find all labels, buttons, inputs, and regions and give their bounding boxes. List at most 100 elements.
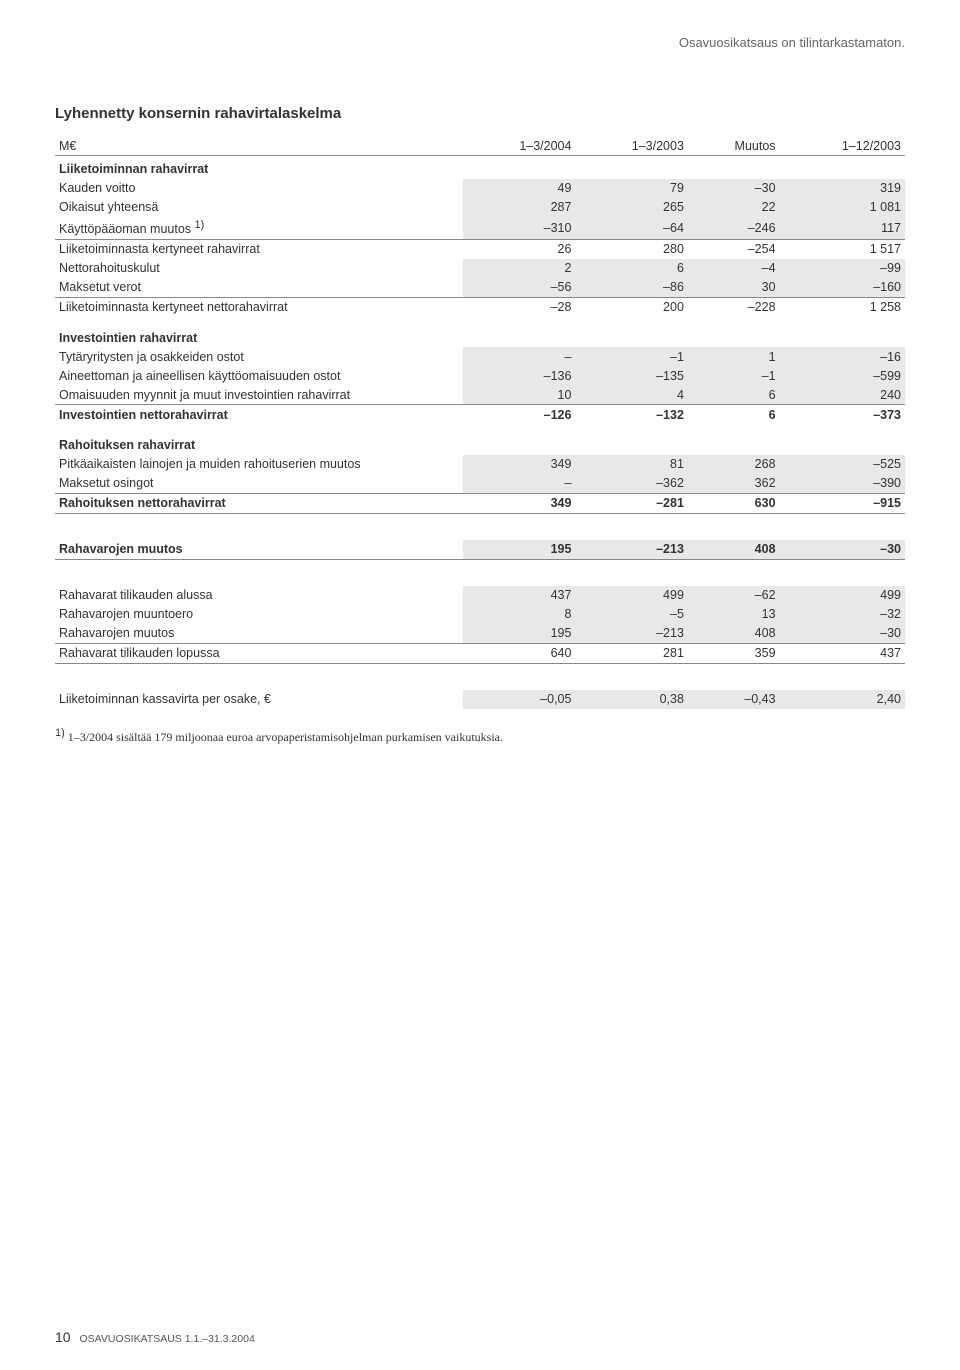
- page-title: Lyhennetty konsernin rahavirtalaskelma: [55, 105, 905, 122]
- spacer-row: [55, 559, 905, 586]
- table-row: Nettorahoituskulut26–4–99: [55, 259, 905, 278]
- table-row: Rahoituksen nettorahavirrat349–281630–91…: [55, 493, 905, 513]
- row-value: 117: [780, 217, 905, 240]
- row-label: Nettorahoituskulut: [55, 259, 463, 278]
- row-label: Investointien nettorahavirrat: [55, 405, 463, 425]
- row-label: Rahavarojen muutos: [55, 540, 463, 560]
- spacer-row: [55, 513, 905, 540]
- row-value: –390: [780, 474, 905, 494]
- section-label-row: Liiketoiminnan rahavirrat: [55, 156, 905, 179]
- row-value: 362: [688, 474, 780, 494]
- row-value: –86: [575, 278, 687, 298]
- row-value: –246: [688, 217, 780, 240]
- row-label: Käyttöpääoman muutos 1): [55, 217, 463, 240]
- row-value: –62: [688, 586, 780, 605]
- col-change: Muutos: [688, 136, 780, 156]
- footer: 10 OSAVUOSIKATSAUS 1.1.–31.3.2004: [55, 1329, 255, 1345]
- row-value: –228: [688, 297, 780, 317]
- table-row: Pitkäaikaisten lainojen ja muiden rahoit…: [55, 455, 905, 474]
- section-label: Rahoituksen rahavirrat: [55, 424, 905, 455]
- row-value: 265: [575, 198, 687, 217]
- row-value: –362: [575, 474, 687, 494]
- row-value: –373: [780, 405, 905, 425]
- row-label: Kauden voitto: [55, 179, 463, 198]
- row-value: 1 258: [780, 297, 905, 317]
- row-label: Tytäryritysten ja osakkeiden ostot: [55, 347, 463, 366]
- row-value: 240: [780, 385, 905, 405]
- table-row: Kauden voitto4979–30319: [55, 179, 905, 198]
- row-value: 268: [688, 455, 780, 474]
- row-value: –4: [688, 259, 780, 278]
- row-value: –213: [575, 540, 687, 560]
- spacer-cell: [55, 663, 905, 690]
- row-label: Liiketoiminnasta kertyneet nettorahavirr…: [55, 297, 463, 317]
- table-row: Rahavarat tilikauden alussa437499–62499: [55, 586, 905, 605]
- row-value: 280: [575, 239, 687, 259]
- table-row: Omaisuuden myynnit ja muut investointien…: [55, 385, 905, 405]
- row-value: –0,05: [463, 690, 575, 709]
- row-value: –915: [780, 493, 905, 513]
- table-row: Käyttöpääoman muutos 1)–310–64–246117: [55, 217, 905, 240]
- footer-text: OSAVUOSIKATSAUS 1.1.–31.3.2004: [80, 1333, 255, 1345]
- col-period-2: 1–3/2003: [575, 136, 687, 156]
- row-value: 359: [688, 643, 780, 663]
- row-value: –99: [780, 259, 905, 278]
- table-row: Liiketoiminnasta kertyneet rahavirrat262…: [55, 239, 905, 259]
- row-value: 6: [688, 385, 780, 405]
- section-label: Investointien rahavirrat: [55, 317, 905, 348]
- row-value: 349: [463, 493, 575, 513]
- row-label: Rahavarat tilikauden lopussa: [55, 643, 463, 663]
- row-value: –64: [575, 217, 687, 240]
- row-value: 319: [780, 179, 905, 198]
- table-row: Liiketoiminnan kassavirta per osake, €–0…: [55, 690, 905, 709]
- row-label: Omaisuuden myynnit ja muut investointien…: [55, 385, 463, 405]
- section-label-row: Investointien rahavirrat: [55, 317, 905, 348]
- row-value: –281: [575, 493, 687, 513]
- row-value: –1: [688, 366, 780, 385]
- table-row: Oikaisut yhteensä287265221 081: [55, 198, 905, 217]
- row-value: –132: [575, 405, 687, 425]
- row-value: 1 517: [780, 239, 905, 259]
- row-value: –28: [463, 297, 575, 317]
- row-label: Rahavarat tilikauden alussa: [55, 586, 463, 605]
- row-value: –32: [780, 605, 905, 624]
- row-label: Liiketoiminnan kassavirta per osake, €: [55, 690, 463, 709]
- spacer-cell: [55, 513, 905, 540]
- row-value: 287: [463, 198, 575, 217]
- row-value: –213: [575, 624, 687, 644]
- spacer-row: [55, 663, 905, 690]
- row-value: 6: [575, 259, 687, 278]
- row-value: 30: [688, 278, 780, 298]
- table-header-row: M€ 1–3/2004 1–3/2003 Muutos 1–12/2003: [55, 136, 905, 156]
- row-value: 195: [463, 540, 575, 560]
- row-value: 79: [575, 179, 687, 198]
- table-row: Maksetut verot–56–8630–160: [55, 278, 905, 298]
- row-value: 437: [463, 586, 575, 605]
- section-label-row: Rahoituksen rahavirrat: [55, 424, 905, 455]
- section-label: Liiketoiminnan rahavirrat: [55, 156, 905, 179]
- row-value: 81: [575, 455, 687, 474]
- row-value: 8: [463, 605, 575, 624]
- row-value: –525: [780, 455, 905, 474]
- table-row: Rahavarojen muutos195–213408–30: [55, 540, 905, 560]
- table-row: Maksetut osingot––362362–390: [55, 474, 905, 494]
- row-label: Maksetut verot: [55, 278, 463, 298]
- footnote-sup: 1): [55, 727, 65, 739]
- row-value: –1: [575, 347, 687, 366]
- row-value: –310: [463, 217, 575, 240]
- row-value: 4: [575, 385, 687, 405]
- row-label: Pitkäaikaisten lainojen ja muiden rahoit…: [55, 455, 463, 474]
- row-value: 630: [688, 493, 780, 513]
- row-value: –30: [688, 179, 780, 198]
- row-label: Aineettoman ja aineellisen käyttöomaisuu…: [55, 366, 463, 385]
- row-value: 22: [688, 198, 780, 217]
- footnote-text: 1–3/2004 sisältää 179 miljoonaa euroa ar…: [68, 730, 503, 744]
- row-value: 281: [575, 643, 687, 663]
- row-value: 640: [463, 643, 575, 663]
- row-value: 195: [463, 624, 575, 644]
- row-value: 26: [463, 239, 575, 259]
- spacer-cell: [55, 559, 905, 586]
- row-label: Rahoituksen nettorahavirrat: [55, 493, 463, 513]
- row-value: 2: [463, 259, 575, 278]
- row-value: –136: [463, 366, 575, 385]
